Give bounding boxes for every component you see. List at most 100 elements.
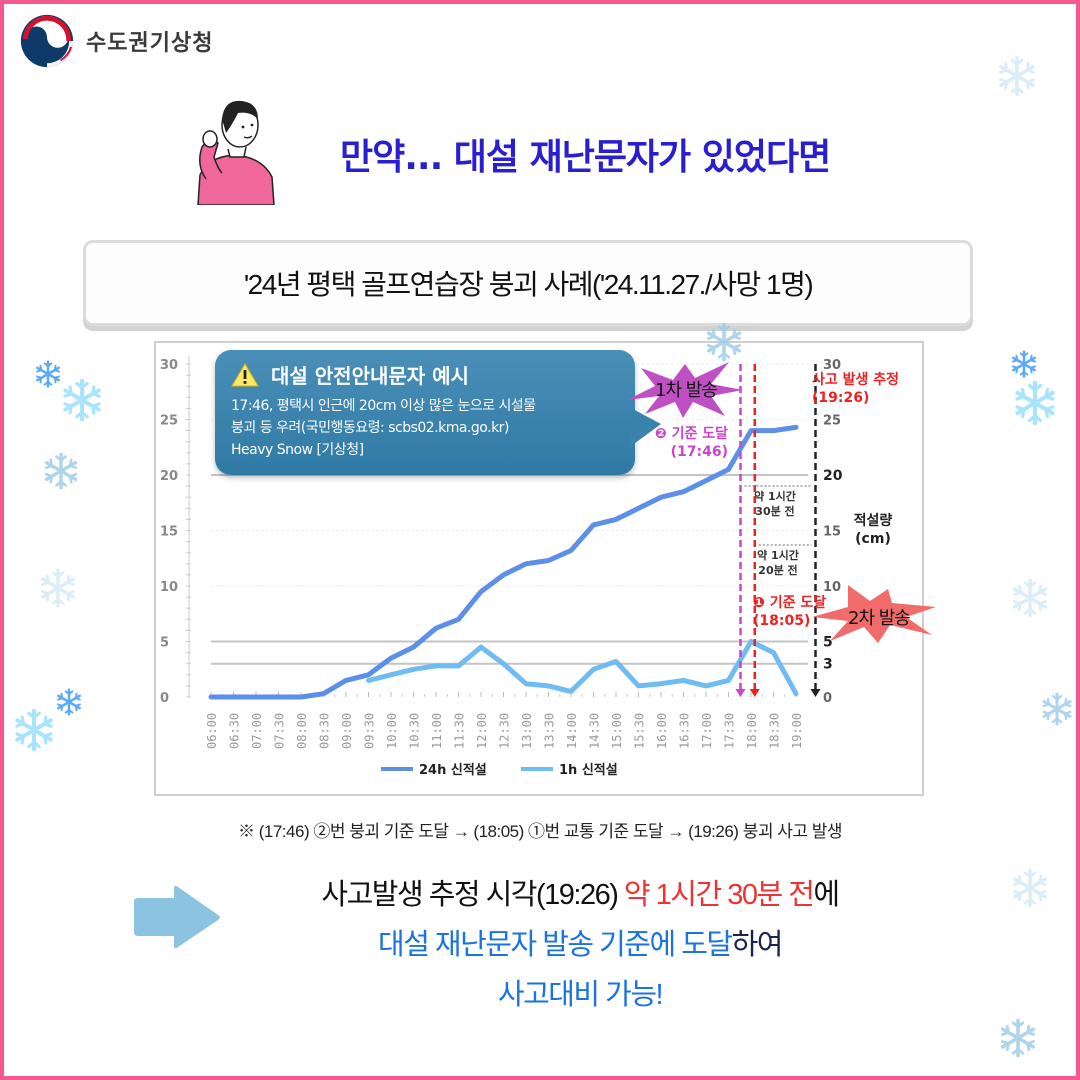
svg-text:09:00: 09:00 <box>340 713 354 749</box>
callout-line-3: Heavy Snow [기상청] <box>231 442 364 458</box>
svg-text:30: 30 <box>160 358 178 373</box>
criterion-2-time: (17:46) <box>670 444 728 460</box>
snowflake-icon <box>12 708 56 752</box>
chart-canvas: 0 5 10 15 20 25 30 0 3 5 10 15 20 25 30 06:00 06:30 07:… <box>160 356 843 778</box>
svg-text:5: 5 <box>823 635 833 651</box>
gap1-line2: 30분 전 <box>755 505 795 518</box>
snowflake-icon <box>42 452 80 490</box>
second-send-label: 2차 발송 <box>848 608 911 629</box>
first-send-burst <box>627 362 743 418</box>
svg-text:09:30: 09:30 <box>363 713 377 749</box>
conclusion-line-3: 사고대비 가능! <box>497 979 664 1011</box>
svg-text:18:30: 18:30 <box>768 713 782 749</box>
taegeuk-logo-icon <box>20 14 74 68</box>
svg-text:24h 신적설: 24h 신적설 <box>419 762 487 778</box>
svg-text:20: 20 <box>823 468 843 484</box>
svg-text:10: 10 <box>160 580 178 595</box>
first-send-label: 1차 발송 <box>655 380 718 401</box>
callout-line-1: 17:46, 평택시 인근에 20cm 이상 많은 눈으로 시설물 <box>231 398 536 414</box>
second-send-burst <box>812 585 936 643</box>
svg-text:17:30: 17:30 <box>723 713 737 749</box>
accident-annotation: 사고 발생 추정 (19:26) <box>812 371 899 407</box>
gap-90min-annotation: 약 1시간 30분 전 <box>746 489 804 519</box>
svg-text:30: 30 <box>823 358 841 373</box>
conclusion-suffix: 에 <box>813 879 840 911</box>
case-title: '24년 평택 골프연습장 붕괴 사례('24.11.27./사망 1명) <box>243 269 814 300</box>
svg-text:15: 15 <box>823 525 841 540</box>
svg-text:07:30: 07:30 <box>273 713 287 749</box>
chart-series <box>208 424 799 700</box>
snowflake-icon <box>55 688 83 716</box>
gap-80min-annotation: 약 1시간 20분 전 <box>750 548 806 578</box>
svg-text:11:30: 11:30 <box>453 713 467 749</box>
svg-text:06:00: 06:00 <box>205 713 219 749</box>
svg-text:18:00: 18:00 <box>745 713 759 749</box>
svg-text:16:30: 16:30 <box>678 713 692 749</box>
criterion-1-time: (18:05) <box>753 613 811 629</box>
svg-text:12:00: 12:00 <box>475 713 489 749</box>
svg-text:1h 신적설: 1h 신적설 <box>559 762 618 778</box>
svg-text:16:00: 16:00 <box>655 713 669 749</box>
agency-logo: 수도권기상청 <box>18 12 213 70</box>
svg-text:25: 25 <box>160 414 178 429</box>
svg-text:20: 20 <box>160 469 178 484</box>
snowflake-icon <box>1040 692 1074 726</box>
chart-grid <box>186 356 808 698</box>
callout-line-2: 붕괴 등 우려(국민행동요령: scbs02.kma.go.kr) <box>231 420 509 436</box>
callout-title: 대설 안전안내문자 예시 <box>271 364 469 388</box>
conclusion-criterion: 대설 재난문자 발송 기준에 도달 <box>378 929 733 961</box>
gap2-line2: 20분 전 <box>758 564 798 577</box>
right-arrow-icon <box>134 885 220 949</box>
svg-text:0: 0 <box>160 691 169 706</box>
axis-title-line2: (cm) <box>855 531 891 547</box>
headline: 만약... 대설 재난문자가 있었다면 <box>340 137 831 178</box>
y-axis-right: 0 3 5 10 15 20 25 30 <box>823 358 843 706</box>
event-lines <box>735 364 821 697</box>
svg-text:14:00: 14:00 <box>565 713 579 749</box>
conclusion-line-1: 사고발생 추정 시각(19:26) 약 1시간 30분 전에 <box>230 870 930 920</box>
axis-title-line1: 적설량 <box>853 513 893 529</box>
snowflake-icon <box>60 378 104 422</box>
agency-name: 수도권기상청 <box>86 31 214 56</box>
svg-text:14:30: 14:30 <box>588 713 602 749</box>
timeline-footnote: ※ (17:46) ②번 붕괴 기준 도달 → (18:05) ①번 교통 기준… <box>238 822 842 841</box>
conclusion-lead-time: 약 1시간 30분 전 <box>623 879 815 911</box>
warning-triangle-icon <box>231 362 259 386</box>
conclusion-connector: 하여 <box>731 929 784 961</box>
snowflake-icon <box>34 360 62 388</box>
conclusion-accident-time: 사고발생 추정 시각(19:26) <box>321 879 624 911</box>
svg-text:13:00: 13:00 <box>520 713 534 749</box>
y-axis-left: 0 5 10 15 20 25 30 <box>160 358 178 706</box>
svg-text:08:30: 08:30 <box>318 713 332 749</box>
alert-message-callout: 대설 안전안내문자 예시 17:46, 평택시 인근에 20cm 이상 많은 눈… <box>215 350 661 475</box>
case-title-box: '24년 평택 골프연습장 붕괴 사례('24.11.27./사망 1명) <box>83 240 973 326</box>
svg-text:13:30: 13:30 <box>543 713 557 749</box>
criterion-1-label: ❶ 기준 도달 <box>753 595 827 611</box>
conclusion-text: 사고발생 추정 시각(19:26) 약 1시간 30분 전에 대설 재난문자 발… <box>230 870 930 1020</box>
svg-text:10: 10 <box>823 580 841 595</box>
svg-text:06:30: 06:30 <box>228 713 242 749</box>
snowflake-icon <box>996 55 1038 97</box>
right-axis-title: 적설량 (cm) <box>842 512 904 548</box>
snowflake-icon <box>38 568 78 608</box>
criterion-1-annotation: ❶ 기준 도달 (18:05) <box>753 594 826 630</box>
svg-text:15:30: 15:30 <box>633 713 647 749</box>
thinking-person-illustration <box>197 100 275 205</box>
criterion-2-label: ❷ 기준 도달 <box>654 426 728 442</box>
svg-text:10:30: 10:30 <box>408 713 422 749</box>
svg-text:08:00: 08:00 <box>295 713 309 749</box>
svg-text:11:00: 11:00 <box>430 713 444 749</box>
accident-label: 사고 발생 추정 <box>812 372 900 388</box>
snowflake-icon <box>1010 350 1038 378</box>
gap1-line1: 약 1시간 <box>754 490 796 503</box>
snowflake-icon <box>1012 380 1058 426</box>
svg-text:0: 0 <box>823 691 832 706</box>
snowflake-icon <box>704 322 744 362</box>
accident-time: (19:26) <box>812 390 870 406</box>
svg-text:10:00: 10:00 <box>385 713 399 749</box>
criterion-2-annotation: ❷ 기준 도달 (17:46) <box>636 425 728 461</box>
svg-text:12:30: 12:30 <box>498 713 512 749</box>
svg-text:25: 25 <box>823 414 841 429</box>
svg-text:15: 15 <box>160 525 178 540</box>
svg-text:19:00: 19:00 <box>790 713 804 749</box>
